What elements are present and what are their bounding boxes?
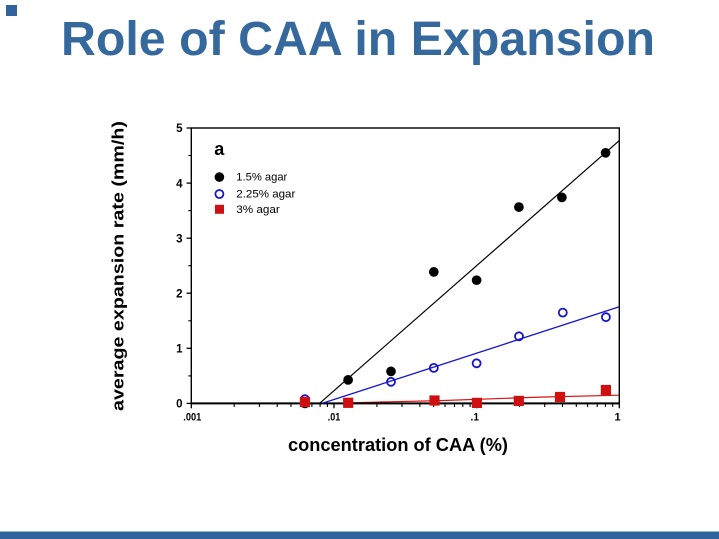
svg-text:a: a — [214, 139, 225, 159]
svg-text:3: 3 — [176, 233, 182, 245]
svg-text:4: 4 — [176, 178, 183, 190]
svg-text:3% agar: 3% agar — [236, 204, 280, 216]
svg-text:.01: .01 — [328, 412, 341, 424]
svg-text:1: 1 — [176, 344, 183, 356]
svg-text:1.5% agar: 1.5% agar — [236, 172, 287, 184]
svg-text:average expansion rate (mm/h): average expansion rate (mm/h) — [110, 121, 128, 411]
svg-text:concentration of CAA (%): concentration of CAA (%) — [288, 435, 508, 455]
svg-text:2: 2 — [176, 288, 182, 300]
svg-text:.1: .1 — [471, 412, 480, 424]
svg-text:0: 0 — [176, 399, 182, 411]
svg-text:5: 5 — [176, 123, 183, 135]
svg-text:1: 1 — [614, 412, 620, 424]
svg-text:Role of CAA in Expansion: Role of CAA in Expansion — [61, 12, 655, 66]
svg-text:2.25% agar: 2.25% agar — [236, 189, 295, 201]
svg-text:.001: .001 — [183, 412, 201, 424]
